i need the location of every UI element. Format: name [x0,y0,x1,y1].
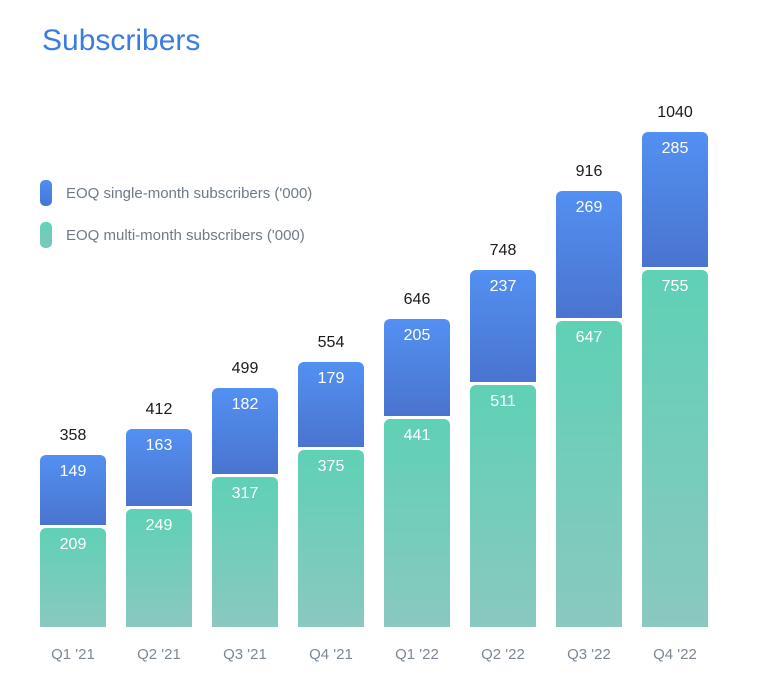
bar-segment-multi-month [642,270,708,627]
bar-value-label: 237 [470,278,536,296]
bar-value-label: 317 [212,485,278,503]
bar-total-label: 748 [470,242,536,260]
bar-value-label: 179 [298,370,364,388]
bar-value-label: 511 [470,393,536,411]
x-axis-tick: Q2 '21 [126,646,192,663]
bar-segment-multi-month [298,450,364,627]
bar-value-label: 249 [126,517,192,535]
x-axis-tick: Q3 '21 [212,646,278,663]
bar-value-label: 441 [384,427,450,445]
bar-segment-multi-month [470,385,536,627]
bar-value-label: 285 [642,140,708,158]
bar-value-label: 149 [40,463,106,481]
bar-value-label: 647 [556,329,622,347]
bar-total-label: 916 [556,163,622,181]
bar-total-label: 412 [126,401,192,419]
x-axis-tick: Q1 '22 [384,646,450,663]
x-axis-tick: Q3 '22 [556,646,622,663]
chart-page: Subscribers EOQ single-month subscribers… [0,0,762,683]
bar-segment-multi-month [384,419,450,627]
x-axis-tick: Q4 '22 [642,646,708,663]
chart-title: Subscribers [42,24,200,58]
bar-total-label: 358 [40,427,106,445]
bar-value-label: 269 [556,199,622,217]
x-axis-tick: Q1 '21 [40,646,106,663]
x-axis-tick: Q2 '22 [470,646,536,663]
plot-area: 209 149 358 249 163 412 317 182 499 375 179 554 441 2… [40,107,730,627]
bar-value-label: 163 [126,437,192,455]
bar-value-label: 755 [642,278,708,296]
bar-total-label: 646 [384,291,450,309]
bar-value-label: 375 [298,458,364,476]
bar-value-label: 205 [384,327,450,345]
bar-value-label: 209 [40,536,106,554]
x-axis-tick: Q4 '21 [298,646,364,663]
bar-segment-multi-month [556,321,622,627]
bar-total-label: 1040 [642,104,708,122]
bar-value-label: 182 [212,396,278,414]
bar-total-label: 554 [298,334,364,352]
bar-total-label: 499 [212,360,278,378]
x-axis: Q1 '21 Q2 '21 Q3 '21 Q4 '21 Q1 '22 Q2 '22 Q3 '… [40,639,730,663]
